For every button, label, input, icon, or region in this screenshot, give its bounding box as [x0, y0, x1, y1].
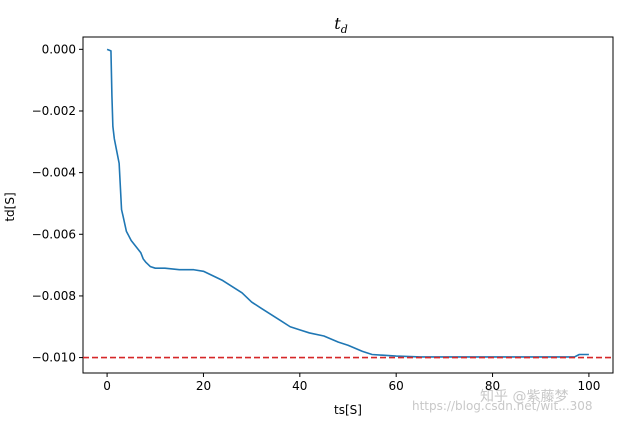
plot-area [82, 36, 614, 374]
y-tick-label: −0.004 [32, 166, 76, 180]
x-axis-label: ts[S] [334, 403, 362, 417]
series-line [106, 48, 589, 358]
x-tick-label: 40 [292, 379, 307, 393]
x-tick-label: 0 [103, 379, 111, 393]
watermark-line-1: 知乎 @紫藤梦 [480, 388, 568, 405]
y-tick-label: −0.006 [32, 227, 76, 241]
x-axis-ticks: 0 20 40 60 80 100 [103, 373, 600, 393]
chart-title: td [334, 14, 347, 36]
x-tick-label: 60 [389, 379, 404, 393]
y-tick-label: 0.000 [42, 42, 76, 56]
y-tick-label: −0.002 [32, 104, 76, 118]
watermark-line-2: https://blog.csdn.net/wit...308 [412, 399, 593, 413]
y-tick-label: −0.008 [32, 289, 76, 303]
y-tick-label: −0.010 [32, 351, 76, 365]
series-group [106, 48, 589, 358]
x-tick-label: 80 [485, 379, 500, 393]
x-tick-label: 20 [196, 379, 211, 393]
y-axis-label: td[S] [3, 192, 17, 221]
x-tick-label: 100 [577, 379, 600, 393]
y-axis-ticks: 0.000 −0.002 −0.004 −0.006 −0.008 −0.010 [32, 42, 83, 365]
